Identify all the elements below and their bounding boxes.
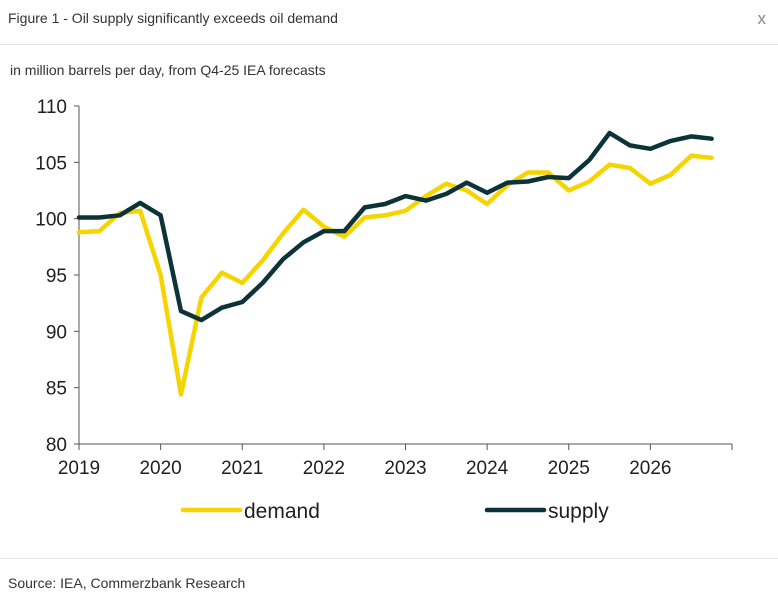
x-tick-label: 2025: [548, 458, 590, 479]
close-icon[interactable]: x: [757, 9, 767, 28]
chart-legend: demand supply: [180, 500, 609, 523]
chart-series: [76, 130, 714, 397]
x-tick-label: 2024: [466, 458, 509, 479]
x-tick-label: 2026: [629, 458, 671, 479]
demand-series-line: [76, 153, 714, 397]
line-chart: 80 85 90 95 100 105 110 2019 2020 2021 2022 2023 202…: [35, 97, 733, 523]
figure-title: Figure 1 - Oil supply significantly exce…: [8, 10, 338, 26]
x-tick-label: 2019: [58, 458, 100, 479]
y-tick-label: 105: [35, 153, 67, 174]
chart-subtitle: in million barrels per day, from Q4-25 I…: [10, 62, 326, 78]
demand-legend-label: demand: [244, 500, 320, 523]
supply-legend-label: supply: [548, 500, 609, 523]
source-note: Source: IEA, Commerzbank Research: [8, 575, 246, 591]
y-tick-label: 90: [46, 322, 67, 343]
y-tick-label: 85: [46, 379, 67, 400]
x-tick-label: 2023: [384, 458, 426, 479]
x-tick-label: 2022: [303, 458, 345, 479]
footer-divider: [0, 558, 778, 559]
y-tick-label: 95: [46, 266, 67, 287]
chart-axes: 80 85 90 95 100 105 110 2019 2020 2021 2022 2023 202…: [35, 97, 733, 479]
dialog-header: Figure 1 - Oil supply significantly exce…: [0, 0, 778, 45]
y-tick-label: 110: [37, 97, 67, 118]
x-tick-label: 2020: [139, 458, 181, 479]
x-tick-label: 2021: [221, 458, 263, 479]
supply-series-line: [76, 130, 714, 323]
y-tick-label: 80: [46, 435, 67, 456]
y-tick-label: 100: [35, 210, 67, 231]
